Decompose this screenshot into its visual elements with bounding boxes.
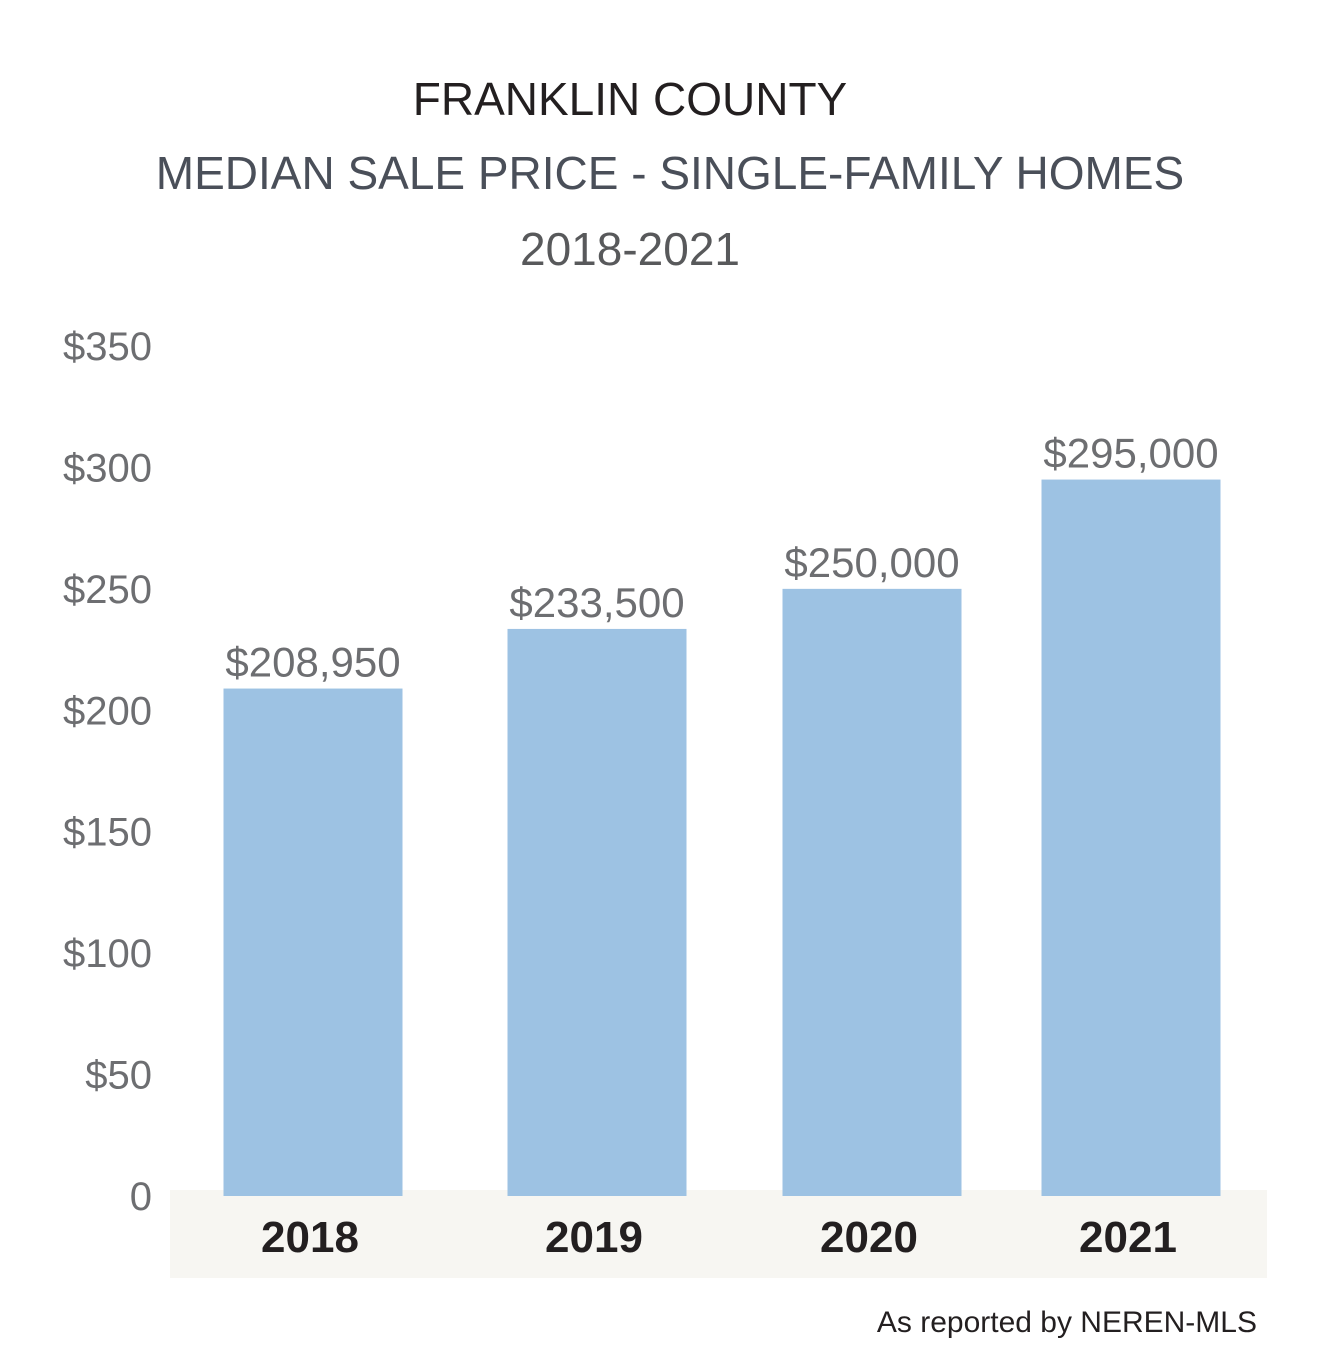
x-axis-ticks: 2018 2019 2020 2021 — [261, 1213, 1177, 1262]
y-tick-label: $50 — [85, 1054, 152, 1098]
y-tick-label: $300 — [63, 446, 152, 490]
chart-subtitle: MEDIAN SALE PRICE - SINGLE-FAMILY HOMES — [155, 147, 1185, 199]
source-note: As reported by NEREN-MLS — [876, 1306, 1257, 1339]
data-labels: $208,950 $233,500 $250,000 $295,000 — [225, 430, 1218, 686]
data-label-2021: $295,000 — [1043, 430, 1218, 477]
x-tick-label-2021: 2021 — [1079, 1213, 1177, 1262]
chart-title: FRANKLIN COUNTY — [412, 73, 848, 125]
data-label-2018: $208,950 — [225, 639, 400, 686]
x-tick-label-2019: 2019 — [545, 1213, 643, 1262]
bars — [223, 479, 1221, 1197]
x-tick-label-2018: 2018 — [261, 1213, 359, 1262]
chart-period: 2018-2021 — [520, 223, 740, 275]
y-tick-label: $200 — [63, 689, 152, 733]
x-tick-label-2020: 2020 — [820, 1213, 918, 1262]
data-label-2019: $233,500 — [509, 579, 684, 626]
y-tick-label: 0 — [130, 1175, 152, 1219]
bar-2018 — [223, 688, 403, 1196]
y-axis-ticks: 0 $50 $100 $150 $200 $250 $300 $350 — [63, 325, 152, 1219]
y-tick-label: $350 — [63, 325, 152, 369]
y-tick-label: $150 — [63, 811, 152, 855]
bar-2021 — [1041, 479, 1221, 1197]
y-tick-label: $250 — [63, 568, 152, 612]
y-tick-label: $100 — [63, 932, 152, 976]
x-axis-band — [170, 1190, 1267, 1278]
data-label-2020: $250,000 — [784, 539, 959, 586]
bar-2019 — [507, 628, 687, 1196]
bar-2020 — [782, 588, 962, 1196]
